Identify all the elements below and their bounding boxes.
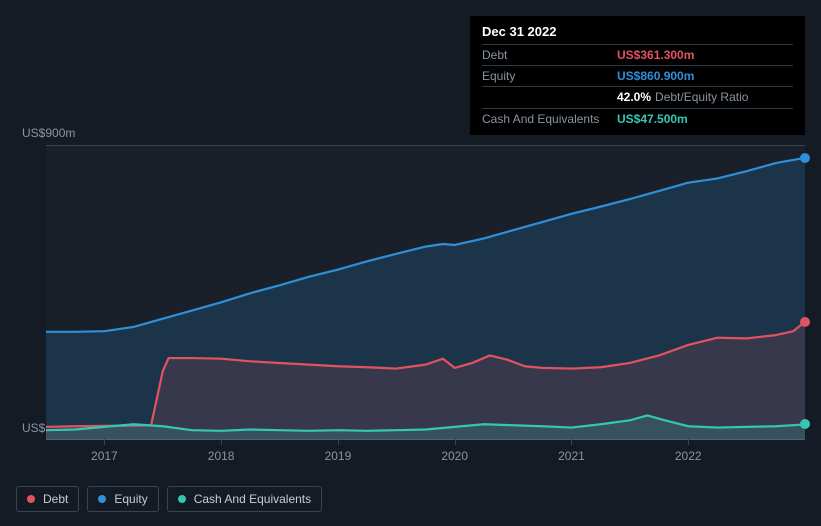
tooltip-row: Cash And EquivalentsUS$47.500m	[482, 108, 793, 129]
legend-item-label: Equity	[114, 492, 147, 506]
legend-item-cash-and-equivalents[interactable]: Cash And Equivalents	[167, 486, 322, 512]
tooltip-row: 42.0% Debt/Equity Ratio	[482, 86, 793, 107]
legend-item-label: Debt	[43, 492, 68, 506]
tooltip-row-label: Cash And Equivalents	[482, 112, 617, 126]
tooltip-row: EquityUS$860.900m	[482, 65, 793, 86]
series-end-dot-cash-and-equivalents	[800, 419, 810, 429]
legend-item-equity[interactable]: Equity	[87, 486, 158, 512]
tooltip-row-value: US$860.900m	[617, 69, 694, 83]
tooltip-row: DebtUS$361.300m	[482, 44, 793, 65]
series-end-dot-debt	[800, 317, 810, 327]
tooltip-row-value: US$361.300m	[617, 48, 694, 62]
chart-tooltip: Dec 31 2022 DebtUS$361.300mEquityUS$860.…	[470, 16, 805, 135]
legend-dot-icon	[98, 495, 106, 503]
x-axis-tick-label: 2021	[558, 449, 585, 463]
x-axis-tick-label: 2022	[675, 449, 702, 463]
tooltip-date: Dec 31 2022	[482, 24, 793, 44]
tooltip-row-label: Equity	[482, 69, 617, 83]
tooltip-row-value: 42.0%	[617, 90, 651, 104]
chart-legend: Debt Equity Cash And Equivalents	[16, 486, 322, 512]
x-axis-tick-label: 2020	[441, 449, 468, 463]
tooltip-row-label: Debt	[482, 48, 617, 62]
legend-dot-icon	[178, 495, 186, 503]
debt-equity-chart: US$900mUS$0 201720182019202020212022	[16, 120, 805, 468]
legend-item-debt[interactable]: Debt	[16, 486, 79, 512]
series-end-dot-equity	[800, 153, 810, 163]
tooltip-row-secondary: Debt/Equity Ratio	[655, 90, 748, 104]
y-axis-label: US$900m	[22, 126, 75, 140]
legend-dot-icon	[27, 495, 35, 503]
x-axis-tick-label: 2019	[325, 449, 352, 463]
tooltip-row-value: US$47.500m	[617, 112, 688, 126]
x-axis-tick-label: 2018	[208, 449, 235, 463]
legend-item-label: Cash And Equivalents	[194, 492, 311, 506]
x-axis: 2017 2018 2019 2020 2021 2022	[46, 445, 805, 465]
chart-plot-area[interactable]	[46, 145, 805, 440]
x-axis-tick-label: 2017	[91, 449, 118, 463]
tooltip-row-label	[482, 90, 617, 104]
